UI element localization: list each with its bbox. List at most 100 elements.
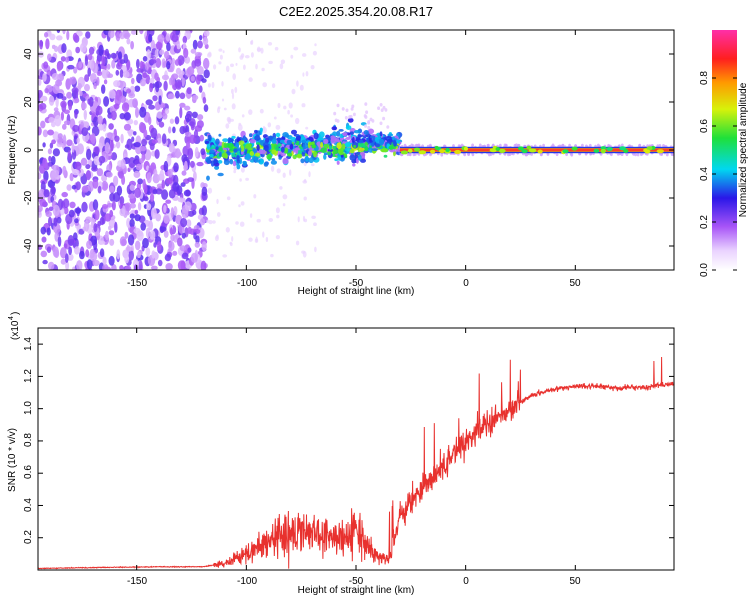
noise-blob [57, 236, 62, 247]
noise-blob [202, 183, 208, 188]
noise-blob [155, 81, 160, 93]
signal-blob [308, 157, 314, 164]
signal-blob [379, 131, 383, 137]
signal-blob [271, 149, 277, 155]
noise-blob [181, 207, 189, 219]
noise-blob [267, 42, 273, 46]
signal-blob [357, 154, 362, 161]
noise-blob [60, 258, 67, 265]
noise-blob [93, 116, 99, 127]
noise-blob [69, 201, 76, 209]
signal-blob [217, 160, 223, 164]
noise-blob [194, 146, 199, 158]
noise-blob [384, 108, 388, 112]
signal-blob [255, 159, 261, 163]
signal-blob [278, 156, 282, 160]
noise-blob [107, 53, 111, 60]
noise-blob [102, 263, 109, 270]
noise-blob [51, 155, 56, 165]
noise-blob [190, 75, 195, 82]
noise-blob [216, 198, 219, 205]
noise-blob [164, 253, 172, 262]
signal-blob [313, 151, 317, 158]
noise-blob [142, 56, 148, 62]
signal-blob [206, 143, 211, 150]
noise-blob [270, 253, 274, 258]
noise-blob [261, 67, 265, 72]
noise-blob [179, 102, 186, 108]
signal-blob [256, 142, 261, 146]
noise-blob [351, 104, 355, 109]
noise-blob [184, 105, 191, 111]
signal-blob [301, 139, 306, 144]
signal-blob [325, 134, 330, 139]
noise-blob [232, 73, 236, 80]
noise-blob [279, 186, 283, 190]
signal-blob [254, 129, 258, 134]
bottom-xaxis-label: Height of straight line (km) [298, 585, 415, 596]
noise-blob [53, 217, 58, 227]
signal-blob [289, 143, 294, 150]
noise-blob [63, 243, 68, 249]
signal-blob [644, 149, 651, 154]
signal-blob [407, 148, 413, 153]
noise-blob [85, 249, 90, 258]
noise-blob [92, 199, 99, 211]
signal-blob [275, 145, 279, 152]
noise-blob [108, 255, 115, 266]
noise-blob [66, 184, 72, 191]
noise-blob [199, 218, 206, 226]
noise-blob [136, 68, 144, 73]
noise-blob [314, 246, 317, 253]
noise-blob [75, 208, 81, 215]
signal-blob [217, 172, 224, 177]
signal-blob [352, 163, 356, 167]
noise-blob [213, 64, 217, 70]
noise-blob [296, 80, 299, 87]
signal-blob [353, 130, 361, 134]
noise-blob [73, 232, 78, 241]
noise-blob [289, 169, 292, 176]
noise-blob [72, 32, 78, 42]
noise-blob [124, 265, 132, 270]
signal-blob [413, 152, 417, 156]
colorbar: 0.0 0.2 0.4 0.6 0.8 Normalized spectral … [699, 30, 749, 277]
signal-blob [218, 151, 222, 157]
noise-blob [119, 32, 125, 40]
signal-blob [242, 161, 247, 167]
signal-blob [320, 147, 327, 153]
signal-blob [282, 157, 289, 165]
noise-blob [179, 245, 187, 252]
noise-blob [46, 246, 52, 253]
signal-blob [555, 152, 559, 157]
noise-blob [195, 74, 201, 85]
noise-blob [192, 39, 198, 50]
noise-blob [201, 78, 207, 83]
noise-blob [190, 48, 197, 54]
signal-blob [413, 147, 421, 152]
noise-blob [111, 59, 116, 69]
noise-blob [39, 39, 43, 50]
noise-blob [111, 264, 117, 270]
noise-blob [223, 107, 227, 111]
noise-blob [52, 148, 61, 157]
noise-blob [38, 188, 46, 200]
signal-blob [415, 143, 418, 148]
signal-blob [380, 148, 389, 153]
noise-blob [221, 81, 224, 87]
bottom-xtick-label: 0 [463, 576, 469, 587]
noise-blob [156, 111, 163, 119]
signal-blob [353, 145, 357, 148]
noise-blob [104, 213, 112, 222]
signal-blob [255, 152, 261, 157]
noise-blob [74, 246, 80, 255]
noise-blob [136, 251, 141, 259]
colorbar-tick-label: 0.2 [699, 215, 710, 229]
signal-blob [445, 147, 450, 152]
noise-blob [145, 227, 151, 239]
noise-blob [68, 100, 73, 111]
signal-blob [313, 132, 319, 140]
noise-blob [170, 207, 174, 219]
signal-blob [515, 143, 518, 147]
signal-blob [215, 138, 220, 145]
